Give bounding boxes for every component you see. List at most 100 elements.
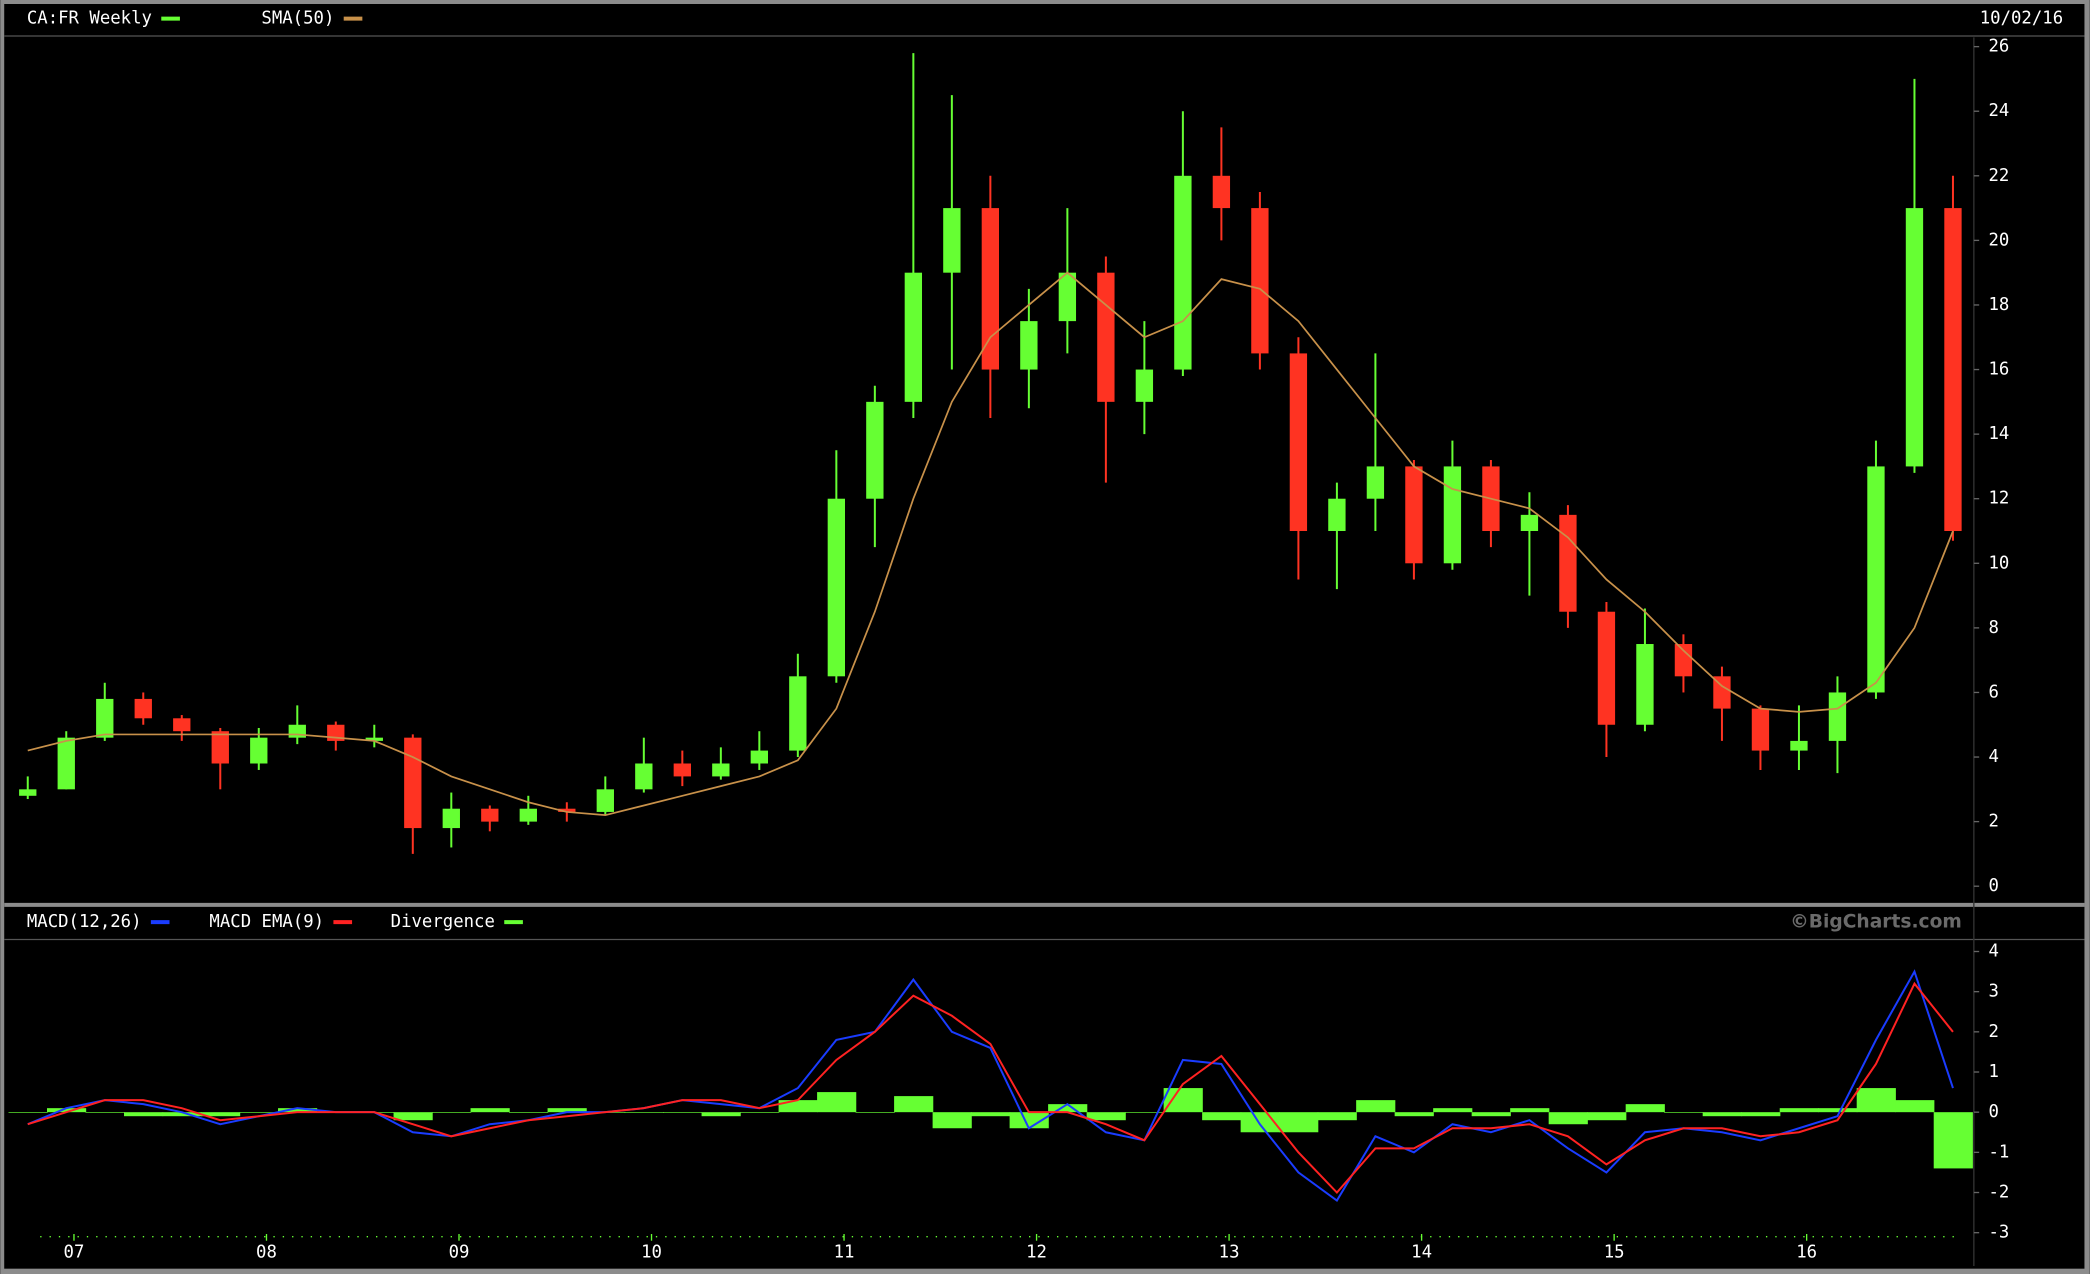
x-tick-label: 10 [641, 1243, 662, 1263]
candle-body [173, 718, 191, 732]
candle-body [1135, 369, 1154, 402]
candle-body [1020, 321, 1038, 370]
divergence-bar [778, 1100, 818, 1113]
divergence-bar [1394, 1112, 1434, 1117]
divergence-bar [1009, 1112, 1049, 1129]
candle-body [1212, 175, 1231, 209]
divergence-bar [1433, 1108, 1473, 1113]
y-tick-label: 0 [1989, 1102, 1999, 1122]
candle-body [1366, 466, 1385, 499]
candle-body [1289, 353, 1308, 532]
candle-body [904, 272, 923, 402]
divergence-bar [1741, 1112, 1781, 1117]
divergence-bar [817, 1092, 857, 1113]
y-tick-label: 20 [1989, 230, 2010, 250]
divergence-bar [239, 1112, 279, 1113]
candle-body [1058, 272, 1077, 322]
x-tick-label: 13 [1219, 1243, 1240, 1263]
divergence-bar [393, 1112, 433, 1121]
legend-entry: MACD(12,26) [27, 912, 142, 932]
divergence-bar [1202, 1112, 1242, 1121]
candle-body [635, 763, 653, 790]
divergence-bar [1510, 1108, 1550, 1113]
y-tick-label: 10 [1989, 553, 2010, 573]
candle-body [442, 808, 460, 829]
divergence-bar [1048, 1104, 1088, 1113]
y-tick-label: 22 [1989, 166, 2010, 186]
y-tick-label: 12 [1989, 489, 2010, 509]
divergence-bar [470, 1108, 510, 1113]
candle-body [789, 676, 807, 751]
divergence-bar [1818, 1108, 1858, 1113]
divergence-bar [855, 1112, 895, 1113]
candle-body [1097, 272, 1115, 402]
candle-body [404, 737, 422, 829]
y-tick-label: 2 [1989, 812, 1999, 832]
candle-body [1790, 740, 1808, 751]
y-tick-label: 26 [1989, 37, 2010, 57]
y-tick-label: 3 [1989, 982, 1999, 1002]
candle-body [1443, 466, 1462, 564]
divergence-bar [1933, 1112, 1973, 1169]
y-tick-label: 18 [1989, 295, 2010, 315]
candle-body [1559, 514, 1577, 612]
candle-body [673, 763, 691, 777]
divergence-bar [894, 1096, 934, 1113]
candle-body [134, 698, 152, 719]
divergence-bar [1086, 1112, 1126, 1121]
candle-body [866, 401, 884, 499]
divergence-bar [1317, 1112, 1357, 1121]
x-tick-label: 15 [1604, 1243, 1625, 1263]
macd-line [27, 981, 1954, 1194]
divergence-bar [1625, 1104, 1665, 1113]
y-tick-label: -1 [1989, 1142, 2010, 1162]
candle-body [750, 750, 768, 764]
divergence-bar [432, 1112, 472, 1113]
divergence-bar [1779, 1108, 1819, 1113]
divergence-bar [1356, 1100, 1396, 1113]
candle-body [211, 731, 229, 764]
x-tick-label: 07 [64, 1243, 85, 1263]
candle-body [1636, 644, 1654, 725]
y-tick-label: 24 [1989, 101, 2010, 121]
candle-body [558, 808, 576, 812]
divergence-bar [278, 1108, 318, 1113]
x-tick-label: 11 [834, 1243, 855, 1263]
divergence-bar [1664, 1112, 1704, 1113]
divergence-bar [932, 1112, 972, 1129]
candle-body [19, 789, 37, 796]
candle-body [1520, 514, 1539, 532]
y-tick-label: -3 [1989, 1223, 2010, 1243]
chart-title: CA:FR Weekly [27, 9, 152, 29]
divergence-bar [663, 1112, 703, 1113]
candle-body [1867, 466, 1885, 693]
candle-body [1828, 692, 1847, 741]
candle-body [250, 737, 268, 764]
divergence-bar [509, 1112, 549, 1113]
divergence-bar [8, 1112, 48, 1113]
divergence-bar [624, 1112, 664, 1113]
candle-body [1905, 208, 1924, 467]
y-tick-label: 2 [1989, 1022, 1999, 1042]
y-tick-label: 1 [1989, 1062, 1999, 1082]
date-label: 10/02/16 [1980, 9, 2063, 29]
divergence-bar [1856, 1088, 1896, 1113]
y-tick-label: 14 [1989, 424, 2010, 444]
divergence-bar [1471, 1112, 1511, 1117]
x-tick-label: 09 [449, 1243, 470, 1263]
y-tick-label: 0 [1989, 876, 1999, 896]
legend-entry: MACD EMA(9) [209, 912, 324, 932]
sma-line [27, 271, 1954, 817]
candle-body [1713, 676, 1731, 709]
candle-body [1328, 498, 1346, 532]
y-tick-label: 16 [1989, 360, 2010, 380]
divergence-bar [740, 1112, 780, 1113]
candle-body [1251, 208, 1269, 354]
divergence-bar [162, 1112, 202, 1117]
divergence-bar [971, 1112, 1011, 1117]
divergence-bar [1702, 1112, 1742, 1117]
x-tick-label: 16 [1796, 1243, 1817, 1263]
x-tick-label: 08 [256, 1243, 277, 1263]
divergence-bar [1163, 1088, 1203, 1113]
